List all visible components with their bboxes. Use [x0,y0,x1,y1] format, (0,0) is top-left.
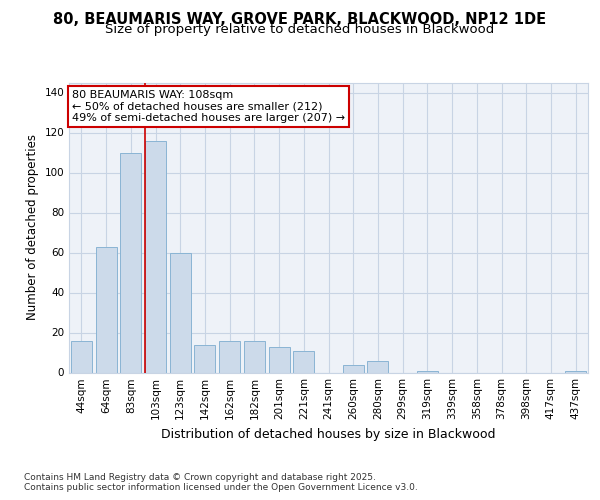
Bar [293,350,314,372]
Bar [244,340,265,372]
Bar [269,346,290,372]
Bar [343,364,364,372]
Bar [145,140,166,372]
Bar [95,246,116,372]
Bar [170,252,191,372]
Bar [120,152,141,372]
Bar [194,344,215,372]
Bar [417,370,438,372]
X-axis label: Distribution of detached houses by size in Blackwood: Distribution of detached houses by size … [161,428,496,441]
Bar [71,340,92,372]
Bar [367,360,388,372]
Text: Contains HM Land Registry data © Crown copyright and database right 2025.
Contai: Contains HM Land Registry data © Crown c… [24,472,418,492]
Bar [565,370,586,372]
Text: Size of property relative to detached houses in Blackwood: Size of property relative to detached ho… [106,22,494,36]
Y-axis label: Number of detached properties: Number of detached properties [26,134,39,320]
Text: 80, BEAUMARIS WAY, GROVE PARK, BLACKWOOD, NP12 1DE: 80, BEAUMARIS WAY, GROVE PARK, BLACKWOOD… [53,12,547,28]
Bar [219,340,240,372]
Text: 80 BEAUMARIS WAY: 108sqm
← 50% of detached houses are smaller (212)
49% of semi-: 80 BEAUMARIS WAY: 108sqm ← 50% of detach… [71,90,345,123]
